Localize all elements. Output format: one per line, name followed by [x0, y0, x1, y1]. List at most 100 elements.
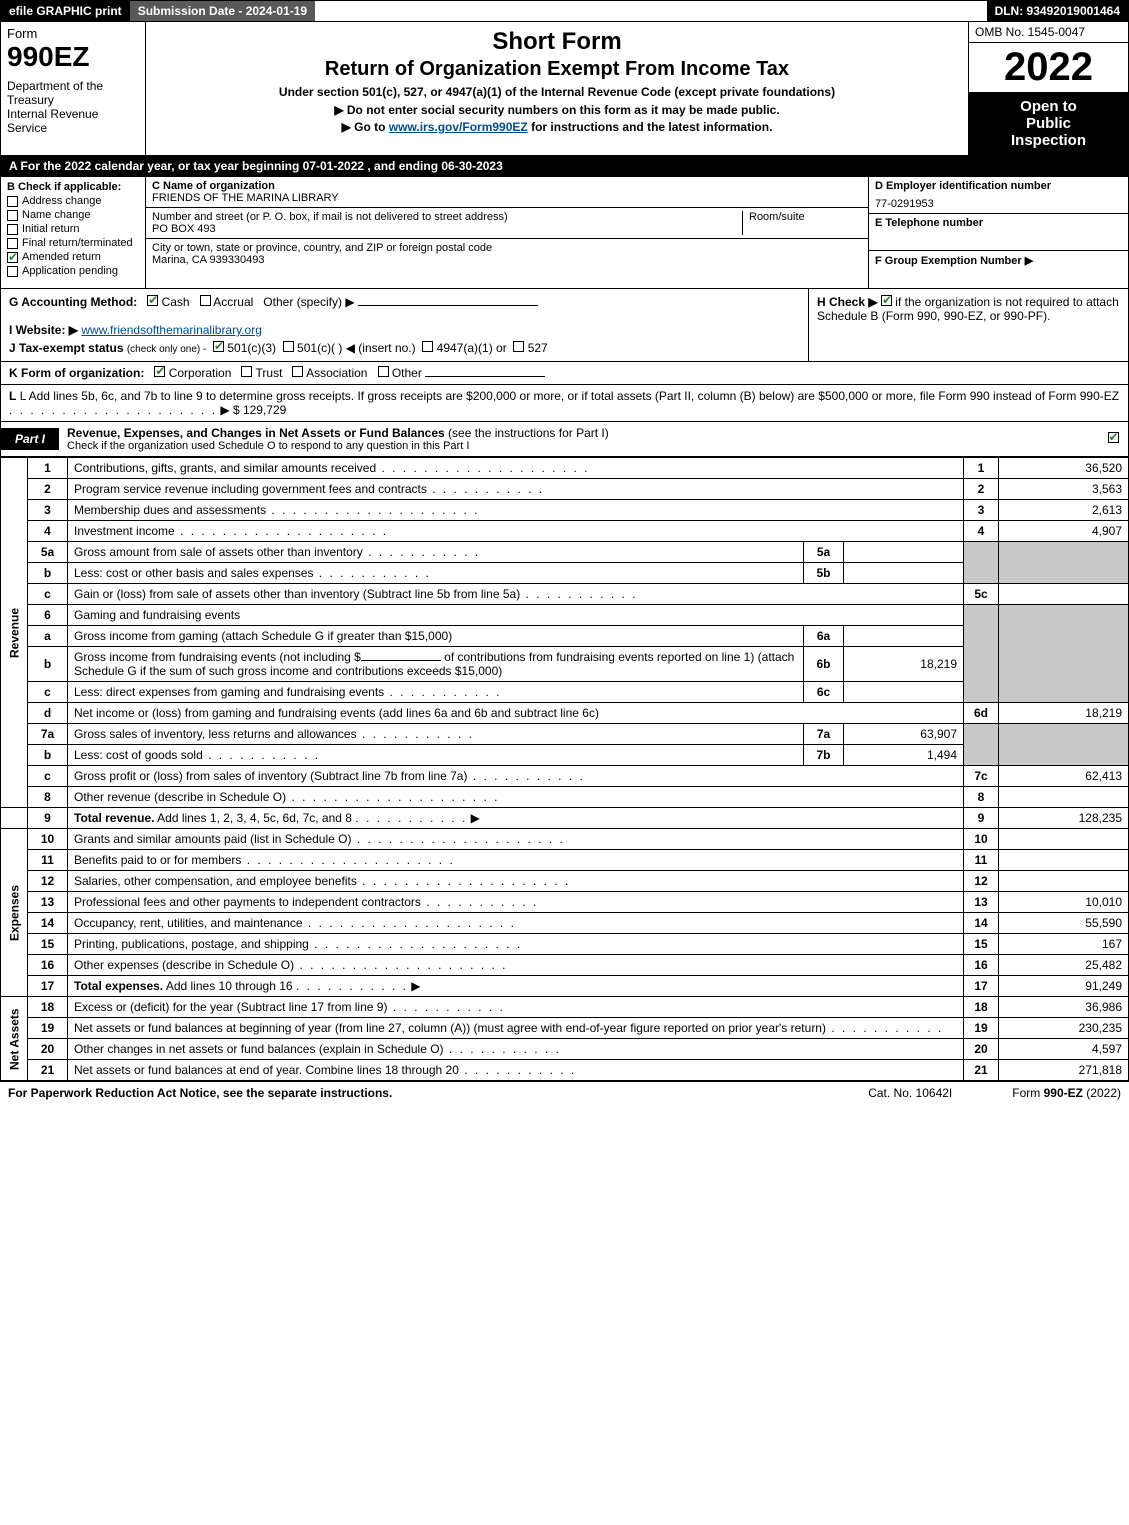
table-row: 21Net assets or fund balances at end of … [1, 1060, 1129, 1081]
checkbox-icon[interactable] [292, 366, 303, 377]
submission-date: Submission Date - 2024-01-19 [130, 1, 315, 21]
f-label: F Group Exemption Number ▶ [869, 250, 1128, 270]
form-number: 990EZ [7, 41, 139, 73]
section-g: G Accounting Method: Cash Accrual Other … [1, 289, 808, 361]
title-return: Return of Organization Exempt From Incom… [154, 58, 960, 81]
chk-application-pending: Application pending [7, 265, 139, 277]
chk-name-change: Name change [7, 209, 139, 221]
revenue-table: Revenue 1Contributions, gifts, grants, a… [0, 457, 1129, 1081]
table-row: 7aGross sales of inventory, less returns… [1, 724, 1129, 745]
header-center: Short Form Return of Organization Exempt… [146, 22, 968, 155]
checkbox-icon[interactable] [7, 238, 18, 249]
section-k: K Form of organization: Corporation Trus… [0, 362, 1129, 385]
checkbox-icon[interactable] [283, 341, 294, 352]
table-row: 15Printing, publications, postage, and s… [1, 934, 1129, 955]
table-row: 14Occupancy, rent, utilities, and mainte… [1, 913, 1129, 934]
chk-final-return: Final return/terminated [7, 237, 139, 249]
checkbox-icon[interactable] [513, 341, 524, 352]
form-header: Form 990EZ Department of the Treasury In… [0, 22, 1129, 156]
table-row: 11Benefits paid to or for members11 [1, 850, 1129, 871]
c-name: C Name of organization FRIENDS OF THE MA… [146, 177, 868, 208]
department: Department of the Treasury Internal Reve… [7, 79, 139, 135]
header-left: Form 990EZ Department of the Treasury In… [1, 22, 146, 155]
table-row: 20Other changes in net assets or fund ba… [1, 1039, 1129, 1060]
revenue-side-label: Revenue [1, 458, 28, 808]
gh-row: G Accounting Method: Cash Accrual Other … [0, 289, 1129, 362]
table-row: Revenue 1Contributions, gifts, grants, a… [1, 458, 1129, 479]
page-footer: For Paperwork Reduction Act Notice, see … [0, 1081, 1129, 1104]
title-short-form: Short Form [154, 28, 960, 56]
table-row: cGross profit or (loss) from sales of in… [1, 766, 1129, 787]
c-address: Number and street (or P. O. box, if mail… [146, 208, 868, 239]
checkbox-icon[interactable] [200, 295, 211, 306]
checkbox-icon[interactable] [147, 295, 158, 306]
section-h: H Check ▶ if the organization is not req… [808, 289, 1128, 361]
other-org-line[interactable] [425, 376, 545, 377]
instr-ssn: ▶ Do not enter social security numbers o… [154, 103, 960, 117]
table-row: 3Membership dues and assessments32,613 [1, 500, 1129, 521]
footer-cat: Cat. No. 10642I [868, 1086, 952, 1100]
netassets-side-label: Net Assets [1, 997, 28, 1081]
website-link[interactable]: www.friendsofthemarinalibrary.org [81, 323, 262, 337]
org-city: Marina, CA 939330493 [152, 254, 862, 266]
checkbox-icon[interactable] [881, 295, 892, 306]
d-label: D Employer identification number [869, 177, 1128, 195]
dln: DLN: 93492019001464 [987, 1, 1128, 21]
checkbox-icon[interactable] [378, 366, 389, 377]
instr-goto: ▶ Go to www.irs.gov/Form990EZ for instru… [154, 120, 960, 134]
footer-right: Form 990-EZ (2022) [1012, 1086, 1121, 1100]
checkbox-icon[interactable] [1108, 432, 1119, 443]
section-c: C Name of organization FRIENDS OF THE MA… [146, 177, 868, 288]
chk-address-change: Address change [7, 195, 139, 207]
table-row: 9Total revenue. Add lines 1, 2, 3, 4, 5c… [1, 808, 1129, 829]
checkbox-icon[interactable] [7, 224, 18, 235]
section-a: A For the 2022 calendar year, or tax yea… [0, 156, 1129, 177]
table-row: 17Total expenses. Add lines 10 through 1… [1, 976, 1129, 997]
table-row: Net Assets 18Excess or (deficit) for the… [1, 997, 1129, 1018]
checkbox-icon[interactable] [213, 341, 224, 352]
section-def: D Employer identification number 77-0291… [868, 177, 1128, 288]
checkbox-icon[interactable] [241, 366, 252, 377]
org-name: FRIENDS OF THE MARINA LIBRARY [152, 192, 862, 204]
table-row: dNet income or (loss) from gaming and fu… [1, 703, 1129, 724]
section-l: L L Add lines 5b, 6c, and 7b to line 9 t… [0, 385, 1129, 422]
chk-amended-return: Amended return [7, 251, 139, 263]
checkbox-icon[interactable] [7, 196, 18, 207]
bcd-row: B Check if applicable: Address change Na… [0, 177, 1129, 289]
part1-schedule-o-check [1098, 432, 1128, 446]
gross-receipts-amount: $ 129,729 [233, 403, 286, 417]
expenses-side-label: Expenses [1, 829, 28, 997]
table-row: 6Gaming and fundraising events [1, 605, 1129, 626]
footer-left: For Paperwork Reduction Act Notice, see … [8, 1086, 392, 1100]
form-word: Form [7, 26, 139, 41]
efile-label: efile GRAPHIC print [1, 1, 130, 21]
table-row: Expenses 10Grants and similar amounts pa… [1, 829, 1129, 850]
checkbox-icon[interactable] [7, 266, 18, 277]
org-address: PO BOX 493 [152, 223, 742, 235]
checkbox-icon[interactable] [7, 252, 18, 263]
open-to-public: Open to Public Inspection [969, 92, 1128, 155]
table-row: 16Other expenses (describe in Schedule O… [1, 955, 1129, 976]
section-b: B Check if applicable: Address change Na… [1, 177, 146, 288]
tax-year: 2022 [969, 43, 1128, 92]
table-row: 5aGross amount from sale of assets other… [1, 542, 1129, 563]
table-row: 4Investment income44,907 [1, 521, 1129, 542]
table-row: cLess: direct expenses from gaming and f… [1, 682, 1129, 703]
ein-value: 77-0291953 [869, 195, 1128, 213]
table-row: bGross income from fundraising events (n… [1, 647, 1129, 682]
section-i: I Website: ▶ www.friendsofthemarinalibra… [9, 323, 800, 337]
checkbox-icon[interactable] [422, 341, 433, 352]
table-row: cGain or (loss) from sale of assets othe… [1, 584, 1129, 605]
table-row: 13Professional fees and other payments t… [1, 892, 1129, 913]
table-row: 2Program service revenue including gover… [1, 479, 1129, 500]
omb-number: OMB No. 1545-0047 [969, 22, 1128, 43]
section-j: J Tax-exempt status (check only one) - 5… [9, 341, 800, 355]
part1-header: Part I Revenue, Expenses, and Changes in… [0, 422, 1129, 457]
checkbox-icon[interactable] [154, 366, 165, 377]
checkbox-icon[interactable] [7, 210, 18, 221]
b-label: B Check if applicable: [7, 181, 139, 193]
irs-link[interactable]: www.irs.gov/Form990EZ [389, 120, 528, 134]
header-right: OMB No. 1545-0047 2022 Open to Public In… [968, 22, 1128, 155]
chk-initial-return: Initial return [7, 223, 139, 235]
other-specify-line[interactable] [358, 305, 538, 306]
